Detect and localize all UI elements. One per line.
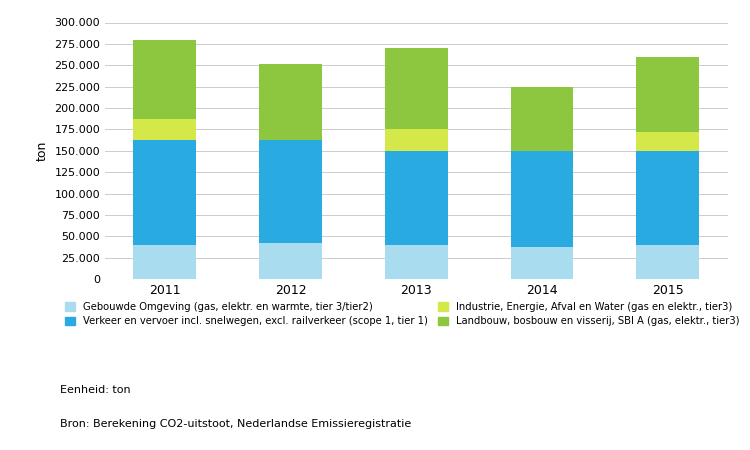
Bar	[511, 247, 574, 279]
Bar	[385, 130, 448, 151]
Bar	[385, 245, 448, 279]
Bar	[259, 140, 322, 243]
Bar	[385, 151, 448, 245]
Bar	[134, 140, 196, 245]
Text: Eenheid: ton: Eenheid: ton	[60, 385, 130, 395]
Bar	[636, 151, 699, 245]
Legend: Gebouwde Omgeving (gas, elektr. en warmte, tier 3/tier2), Verkeer en vervoer inc: Gebouwde Omgeving (gas, elektr. en warmt…	[65, 302, 740, 327]
Bar	[134, 40, 196, 119]
Bar	[259, 243, 322, 279]
Bar	[134, 119, 196, 140]
Text: Bron: Berekening CO2-uitstoot, Nederlandse Emissieregistratie: Bron: Berekening CO2-uitstoot, Nederland…	[60, 419, 411, 429]
Bar	[259, 63, 322, 140]
Bar	[636, 132, 699, 151]
Bar	[385, 48, 448, 130]
Bar	[636, 57, 699, 132]
Bar	[134, 245, 196, 279]
Y-axis label: ton: ton	[36, 140, 49, 161]
Bar	[511, 86, 574, 151]
Bar	[636, 245, 699, 279]
Bar	[511, 151, 574, 247]
